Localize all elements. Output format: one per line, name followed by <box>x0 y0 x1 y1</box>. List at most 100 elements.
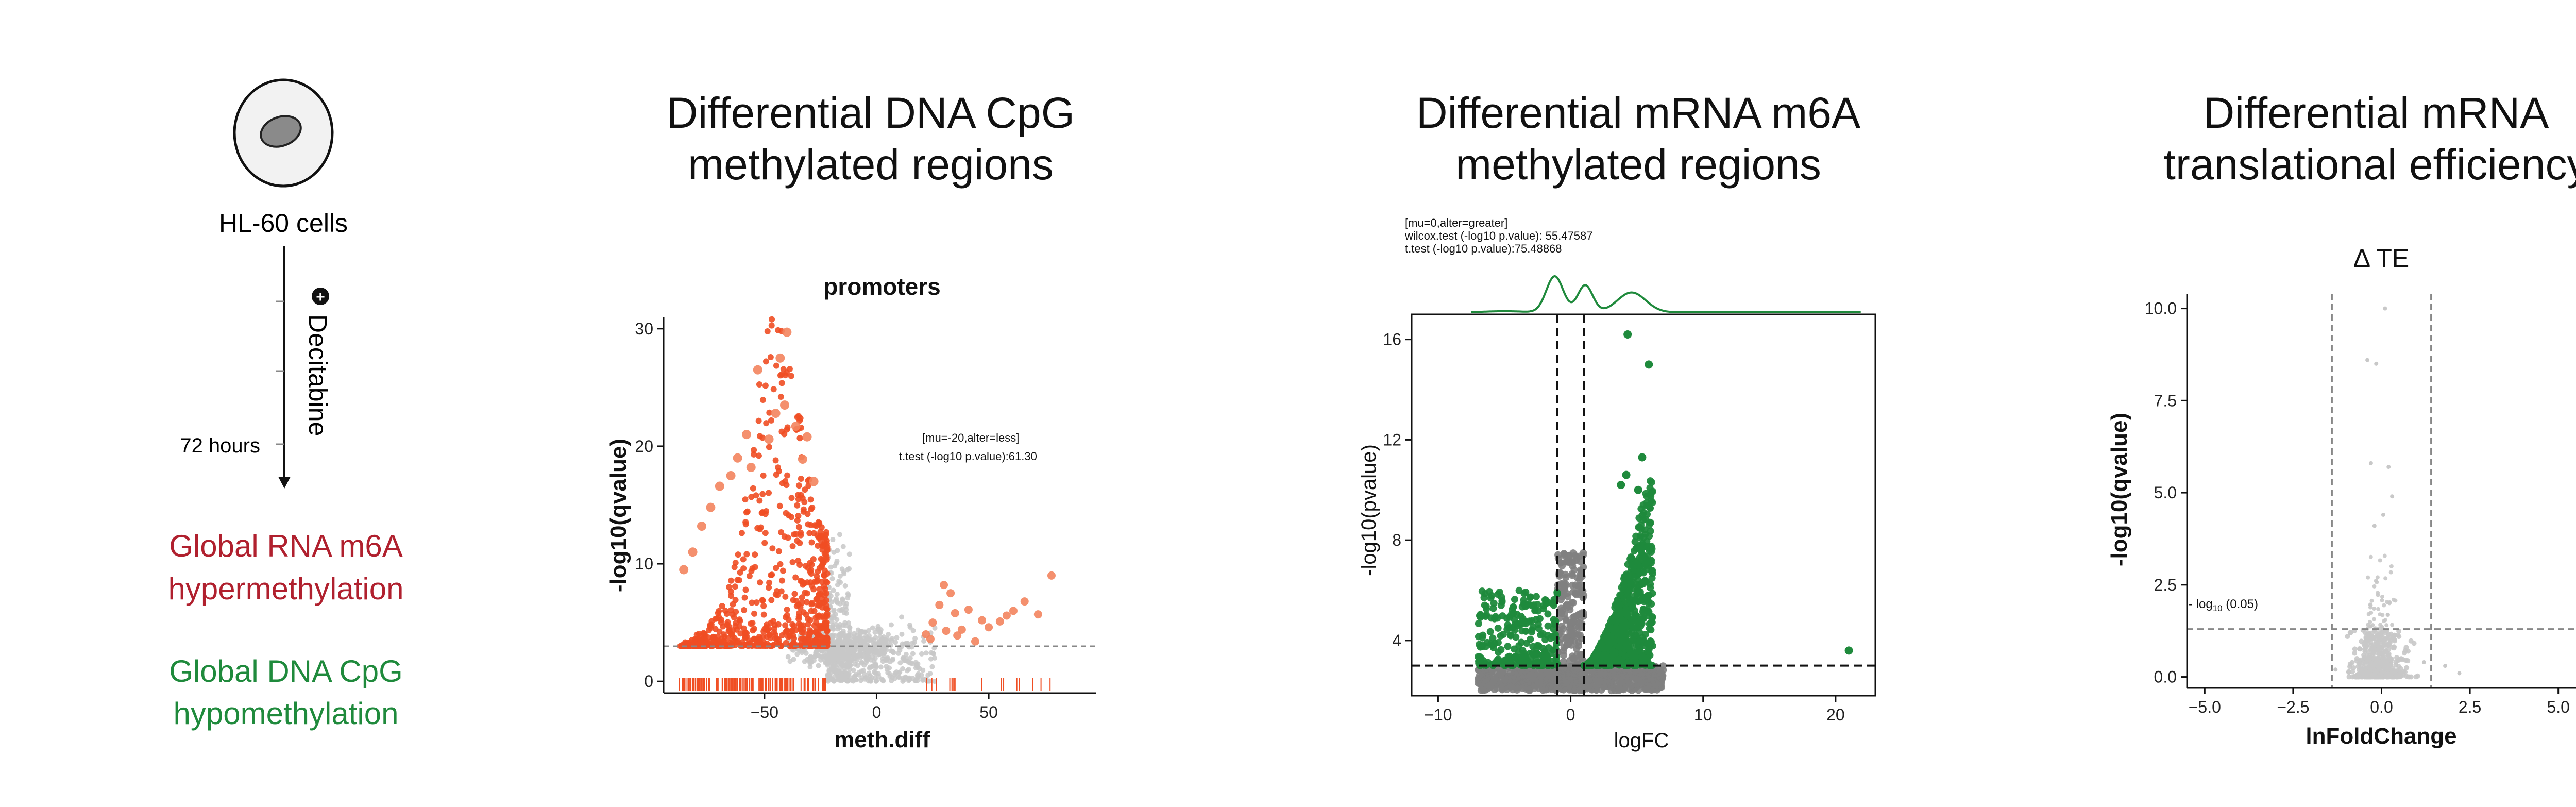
point <box>763 420 770 427</box>
point <box>873 665 879 670</box>
point <box>814 573 820 580</box>
point <box>2368 461 2373 465</box>
y-tick-label: 10.0 <box>2145 299 2177 318</box>
point <box>811 578 818 585</box>
point <box>750 627 756 634</box>
point <box>2388 570 2393 575</box>
point <box>2382 553 2387 558</box>
point <box>1592 685 1600 693</box>
point <box>2376 655 2381 661</box>
point <box>2359 667 2364 673</box>
point <box>779 632 786 639</box>
point <box>1527 635 1534 643</box>
point <box>1549 658 1556 665</box>
point <box>2376 607 2381 611</box>
point <box>792 531 799 537</box>
rug <box>679 678 1051 691</box>
point <box>741 594 748 601</box>
point <box>732 583 738 590</box>
point <box>2386 651 2392 657</box>
point <box>2388 657 2394 662</box>
point <box>1634 661 1641 668</box>
point <box>816 663 821 668</box>
point <box>1648 574 1656 582</box>
point <box>2375 580 2379 584</box>
point <box>2402 650 2408 656</box>
point <box>775 353 785 363</box>
point <box>2363 674 2369 680</box>
point <box>2357 646 2363 652</box>
point <box>782 327 792 337</box>
point <box>823 537 830 544</box>
point <box>899 614 905 620</box>
point <box>2368 554 2373 559</box>
point <box>819 546 826 553</box>
point <box>2377 637 2382 642</box>
point <box>807 522 814 528</box>
point <box>1647 477 1654 485</box>
point <box>931 645 937 651</box>
point <box>757 524 764 531</box>
point <box>795 613 802 620</box>
point <box>1511 596 1518 603</box>
point <box>820 654 826 660</box>
point <box>782 622 789 629</box>
y-axis-label: -log10(pvalue) <box>1358 444 1380 576</box>
point <box>1600 635 1608 643</box>
y-tick-label: 16 <box>1383 330 1401 349</box>
point <box>759 491 766 497</box>
point <box>2368 624 2373 629</box>
point <box>879 645 885 651</box>
point <box>1636 669 1643 677</box>
point <box>778 428 785 435</box>
point <box>2390 494 2395 499</box>
annotation-line2: wilcox.test (-log10 p.value): 55.47587 <box>1404 229 1592 242</box>
point <box>769 316 775 323</box>
point <box>759 597 766 603</box>
point <box>1501 684 1509 692</box>
point <box>910 651 916 657</box>
data-points <box>2333 306 2462 680</box>
point <box>1509 686 1517 694</box>
point <box>1539 658 1547 666</box>
point <box>846 551 852 557</box>
point <box>768 597 775 603</box>
point <box>788 514 794 520</box>
point <box>808 570 815 577</box>
point <box>696 630 702 637</box>
point <box>1634 485 1642 494</box>
point <box>1646 504 1654 512</box>
point <box>716 608 722 614</box>
point <box>773 362 779 369</box>
point <box>742 430 752 440</box>
point <box>870 625 875 631</box>
point <box>836 636 841 642</box>
point <box>2374 361 2379 366</box>
point <box>818 524 825 531</box>
point <box>1493 684 1501 692</box>
point <box>1617 481 1625 490</box>
point <box>815 639 821 646</box>
point <box>831 549 837 555</box>
point <box>736 616 743 623</box>
point <box>777 643 784 649</box>
point <box>766 490 772 496</box>
point <box>798 455 807 464</box>
point <box>2380 658 2386 663</box>
point <box>821 592 828 599</box>
point <box>1638 453 1647 462</box>
treatment-label: Decitabine <box>303 314 332 436</box>
point <box>2443 664 2448 668</box>
x-tick-label: −5.0 <box>2189 698 2221 716</box>
point <box>1613 630 1621 637</box>
point <box>1612 648 1619 656</box>
point <box>794 517 801 524</box>
point <box>770 386 777 393</box>
point <box>762 382 769 389</box>
point <box>1635 675 1643 683</box>
y-tick-label: 12 <box>1383 430 1401 449</box>
point <box>832 563 838 569</box>
point <box>802 563 809 569</box>
point <box>914 678 920 683</box>
point <box>1489 678 1497 686</box>
